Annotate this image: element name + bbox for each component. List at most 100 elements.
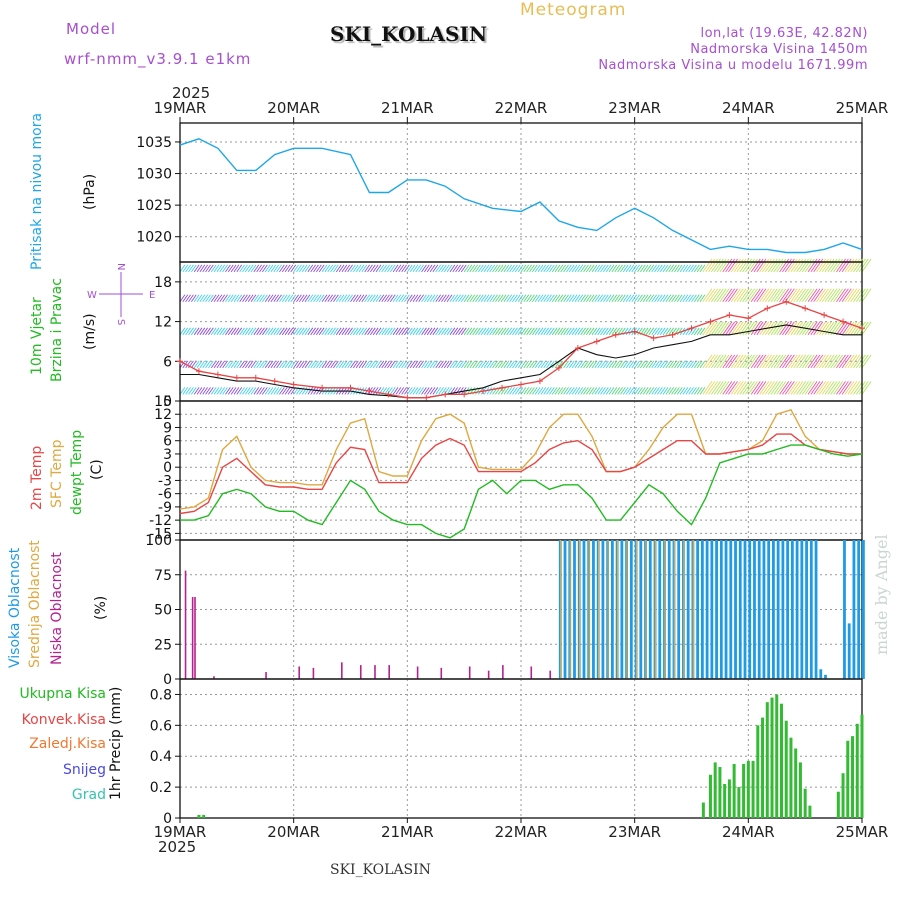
wind-barb [489, 264, 496, 273]
wind-barb [583, 327, 589, 336]
wind-barb [858, 288, 869, 302]
wind-barb [452, 360, 459, 369]
wind-barb [375, 327, 382, 336]
high-cloud-bar [857, 540, 861, 679]
wind-barb [358, 360, 365, 369]
high-cloud-bar [620, 540, 624, 679]
wind-barb [799, 381, 809, 395]
wind-barb [301, 387, 308, 395]
wind-barb [651, 387, 657, 395]
wind-barb [753, 354, 764, 369]
high-cloud-bar [862, 540, 865, 679]
high-cloud-bar [743, 540, 747, 679]
wind-barb [338, 360, 345, 369]
wind-barb [531, 327, 538, 336]
wind-barb [549, 327, 555, 336]
wind-barb [648, 327, 655, 336]
wind-barb [691, 294, 697, 302]
wind-barb [742, 354, 753, 369]
wind-barb [489, 294, 496, 302]
wind-barb [279, 327, 285, 336]
wind-barb [807, 258, 818, 273]
wind-barb [236, 264, 243, 273]
wind-barb [722, 381, 733, 395]
y-tick-label: 1020 [136, 230, 172, 246]
wind-barb [486, 294, 493, 302]
wind-barb [478, 327, 484, 336]
wind-barb [688, 327, 694, 336]
wind-barb [262, 327, 268, 336]
wind-barb [188, 264, 194, 273]
wind-barb [531, 360, 538, 369]
wind-barb [438, 360, 444, 369]
wind-barb [347, 360, 353, 369]
wind-barb [441, 294, 447, 302]
wind-barb [415, 387, 422, 395]
wind-barb [259, 387, 265, 395]
high-cloud-bar [786, 540, 790, 679]
wind-barb [520, 327, 527, 336]
wind-barb [486, 264, 493, 273]
wind-barb [497, 360, 504, 369]
wind-barb [819, 258, 829, 273]
wind-barb [796, 288, 807, 302]
compass-w: W [87, 290, 97, 301]
wind-barb [713, 288, 724, 302]
wind-barb [264, 360, 271, 369]
wind-barb [628, 327, 635, 336]
low-cloud-bar [191, 596, 194, 679]
wind-barb [293, 264, 299, 273]
wind-barb [250, 327, 257, 336]
wind-barb [310, 294, 316, 302]
precip-bar [794, 748, 798, 818]
wind-barb [404, 327, 410, 336]
wind-barb [452, 294, 459, 302]
wind-barb [449, 264, 456, 273]
wind-barb [378, 360, 385, 369]
wind-barb [475, 294, 481, 302]
wind-barb [540, 327, 547, 336]
wind-barb [418, 360, 424, 369]
wind-barb [765, 354, 775, 369]
wind-barb [287, 294, 294, 302]
mid-cloud-bar [645, 540, 647, 679]
wind-barb [304, 360, 311, 369]
wind-barb [517, 387, 524, 395]
wind-barb [310, 327, 316, 336]
wind-barb [762, 381, 773, 395]
wind-barb [770, 258, 781, 273]
y-tick-label: 0.8 [150, 687, 172, 703]
wind-barb [711, 288, 721, 302]
wind-barb [438, 264, 444, 273]
wind-barb [196, 294, 203, 302]
wind-barb [327, 360, 334, 369]
wind-barb [404, 360, 410, 369]
wind-barb [588, 387, 595, 395]
wind-barb [708, 381, 719, 395]
wind-barb [284, 327, 291, 336]
wind-barb [443, 360, 450, 369]
wind-barb [534, 360, 541, 369]
wind-barb [387, 294, 393, 302]
low-cloud-bar [549, 670, 552, 679]
wind-barb [270, 294, 277, 302]
wind-barb [773, 354, 784, 369]
wind-barb [179, 360, 186, 369]
wind-barb [426, 327, 433, 336]
wind-barb [583, 264, 589, 273]
wind-barb [367, 327, 373, 336]
wind-barb [497, 294, 504, 302]
wind-barb [529, 294, 535, 302]
wind-barb [387, 327, 393, 336]
wind-barb [605, 360, 612, 369]
wind-barb [529, 360, 535, 369]
wind-barb [708, 354, 719, 369]
wind-barb [361, 360, 368, 369]
wind-barb [267, 387, 274, 395]
wind-barb [546, 294, 552, 302]
wind-barb [236, 387, 243, 395]
wind-barb [617, 294, 623, 302]
wind-barb [316, 294, 322, 302]
wind-barb [270, 360, 277, 369]
wind-barb [182, 387, 189, 395]
